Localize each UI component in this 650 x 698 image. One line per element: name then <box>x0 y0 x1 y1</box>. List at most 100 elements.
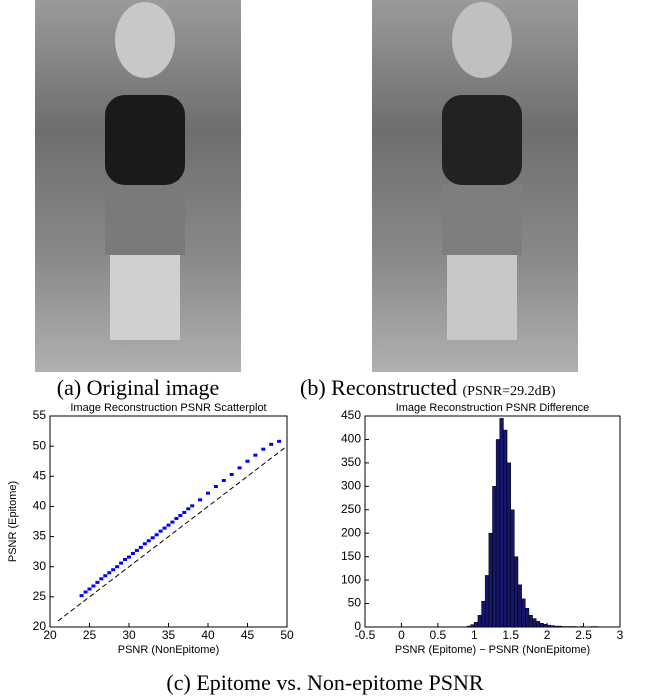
y-tick-label: 40 <box>33 499 47 513</box>
caption: (a) Original image <box>57 375 220 400</box>
x-tick-label: 20 <box>43 628 57 642</box>
histogram-bar <box>550 625 555 628</box>
scatter-point <box>174 516 179 520</box>
x-tick-label: 45 <box>241 628 255 642</box>
histogram-bar <box>474 622 479 628</box>
scatter-point <box>130 551 135 555</box>
histogram-bar <box>466 625 471 628</box>
scatter-point <box>95 580 100 584</box>
x-tick-label: -0.5 <box>355 628 376 642</box>
histogram-bar <box>525 607 530 628</box>
scatter-point <box>146 539 151 543</box>
caption-note: (PSNR=29.2dB) <box>463 384 556 399</box>
scatter-point <box>99 577 104 581</box>
reference-line <box>57 445 288 622</box>
y-tick-label: 55 <box>33 408 47 422</box>
scatter-point <box>229 472 234 476</box>
scatter-point <box>154 533 159 537</box>
scatter-point <box>123 557 128 561</box>
x-tick-label: 0.5 <box>430 628 447 642</box>
x-tick-label: 35 <box>162 628 176 642</box>
scatter-point <box>91 584 96 588</box>
y-tick-label: 35 <box>33 529 47 543</box>
scatter-point <box>213 485 218 489</box>
photo-reconstructed <box>372 0 578 372</box>
scatter-point <box>182 510 187 514</box>
x-tick-label: 1.5 <box>502 628 519 642</box>
x-tick-label: 0 <box>398 628 405 642</box>
y-tick-label: 150 <box>341 549 361 563</box>
x-tick-label: 25 <box>83 628 97 642</box>
scatter-point <box>269 442 274 446</box>
scatter-point <box>142 542 147 546</box>
histogram-bar <box>506 462 511 628</box>
scatter-point <box>170 520 175 524</box>
scatter-point <box>206 491 210 495</box>
y-tick-label: 50 <box>348 596 362 610</box>
scatter-point <box>221 479 226 483</box>
y-tick-label: 200 <box>341 525 361 539</box>
scatter-point <box>277 439 282 443</box>
y-tick-label: 450 <box>341 408 361 422</box>
x-tick-label: 2.5 <box>575 628 592 642</box>
plot-frame <box>49 415 288 628</box>
chart-title: Image Reconstruction PSNR Scatterplot <box>70 402 266 414</box>
scatter-point <box>134 548 139 552</box>
scatter-point <box>138 545 143 549</box>
scatter-point <box>261 447 266 451</box>
chart-title: Image Reconstruction PSNR Difference <box>396 402 590 414</box>
x-tick-label: 50 <box>280 628 294 642</box>
histogram-bar <box>557 625 562 628</box>
scatter-point <box>119 561 124 565</box>
caption: (c) Epitome vs. Non-epitome PSNR <box>166 670 483 695</box>
scatter-point <box>178 513 183 517</box>
y-tick-label: 400 <box>341 432 361 446</box>
histogram-bar <box>528 615 533 628</box>
scatter-point <box>245 459 250 463</box>
histogram-bar <box>521 598 526 628</box>
histogram-bar <box>503 429 508 628</box>
scatter-point <box>150 536 155 540</box>
histogram-bar <box>554 625 559 628</box>
histogram-bar <box>492 486 497 628</box>
scatter-point <box>79 594 84 598</box>
scatter-point <box>186 507 191 511</box>
histogram-bar <box>510 509 515 628</box>
y-tick-label: 250 <box>341 502 361 516</box>
y-tick-label: 50 <box>33 438 47 452</box>
scatter-point <box>127 555 131 559</box>
scatter-point <box>198 498 203 502</box>
y-tick-label: 25 <box>33 589 47 603</box>
y-axis-label: PSNR (Epitome) <box>7 481 19 562</box>
y-tick-label: 20 <box>33 619 47 633</box>
x-tick-label: 2 <box>544 628 551 642</box>
y-tick-label: 0 <box>354 619 361 633</box>
x-axis-label: PSNR (NonEpitome) <box>118 644 219 656</box>
scatter-point <box>111 568 116 572</box>
x-tick-label: 30 <box>122 628 136 642</box>
y-tick-label: 45 <box>33 468 47 482</box>
caption: (b) Reconstructed (PSNR=29.2dB) <box>300 375 556 400</box>
x-tick-label: 40 <box>201 628 215 642</box>
scatter-point <box>237 466 242 470</box>
scatter-point <box>253 453 258 457</box>
histogram-bar <box>532 618 537 628</box>
histogram-bar <box>477 615 482 628</box>
histogram-bar <box>539 622 544 628</box>
histogram-bar <box>488 532 493 628</box>
x-axis-label: PSNR (Epitome) − PSNR (NonEpitome) <box>395 644 590 656</box>
y-tick-label: 100 <box>341 572 361 586</box>
y-tick-label: 30 <box>33 559 47 573</box>
histogram-bar <box>514 556 519 628</box>
scatter-point <box>87 587 92 591</box>
scatter-point <box>107 571 112 575</box>
scatter-point <box>103 574 108 578</box>
histogram-bar <box>535 621 541 628</box>
histogram-bar <box>546 624 552 628</box>
x-tick-label: 1 <box>471 628 478 642</box>
scatter-point <box>83 590 88 594</box>
x-tick-label: 3 <box>617 628 624 642</box>
histogram-bar <box>517 584 522 628</box>
photo-original <box>35 0 241 372</box>
